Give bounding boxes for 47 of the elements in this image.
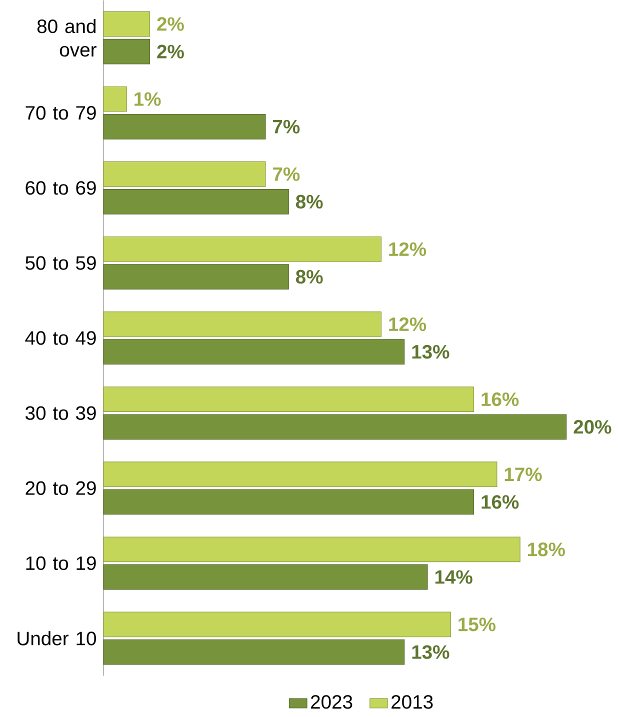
bar xyxy=(103,236,382,262)
y-tick-label: 80 and over xyxy=(37,18,96,57)
bar xyxy=(103,161,266,187)
y-tick-label: 50 to 59 xyxy=(25,256,96,270)
bar xyxy=(103,312,382,337)
legend-label: 2013 xyxy=(391,695,433,709)
y-tick-label: 60 to 69 xyxy=(26,181,96,195)
data-label: 13% xyxy=(412,344,450,359)
bar xyxy=(103,339,405,365)
data-label: 20% xyxy=(574,420,612,434)
data-label: 16% xyxy=(482,392,519,406)
bar xyxy=(103,564,428,590)
data-label: 12% xyxy=(389,242,426,256)
bar xyxy=(103,414,567,440)
bar xyxy=(103,86,127,112)
data-label: 15% xyxy=(458,618,496,632)
y-tick-label: 70 to 79 xyxy=(26,106,96,120)
y-tick-label: Under 10 xyxy=(18,631,96,646)
bar xyxy=(103,536,520,562)
y-tick-label: 10 to 19 xyxy=(26,556,96,570)
data-label: 16% xyxy=(482,495,519,509)
bar xyxy=(103,639,405,665)
data-label: 8% xyxy=(296,270,323,284)
y-tick-label: 20 to 29 xyxy=(26,481,96,495)
data-label: 13% xyxy=(412,645,450,659)
bar xyxy=(103,386,474,412)
data-label: 12% xyxy=(389,317,426,332)
data-label: 7% xyxy=(272,120,300,134)
data-label: 14% xyxy=(435,570,472,584)
legend-label: 2023 xyxy=(310,695,352,709)
bar xyxy=(103,462,498,488)
data-label: 7% xyxy=(272,167,300,181)
bar xyxy=(103,11,150,37)
bar xyxy=(103,114,266,140)
data-label: 8% xyxy=(296,194,323,209)
data-label: 2% xyxy=(157,44,184,58)
bar xyxy=(103,264,289,290)
data-label: 1% xyxy=(134,92,161,106)
y-tick-label: 30 to 39 xyxy=(25,406,96,420)
bar xyxy=(103,612,451,638)
data-label: 2% xyxy=(157,17,184,31)
bar xyxy=(103,38,150,64)
data-label: 17% xyxy=(504,468,542,482)
bar xyxy=(103,189,289,214)
data-label: 18% xyxy=(528,542,565,556)
y-tick-label: 40 to 49 xyxy=(25,331,96,345)
bar xyxy=(103,489,474,515)
